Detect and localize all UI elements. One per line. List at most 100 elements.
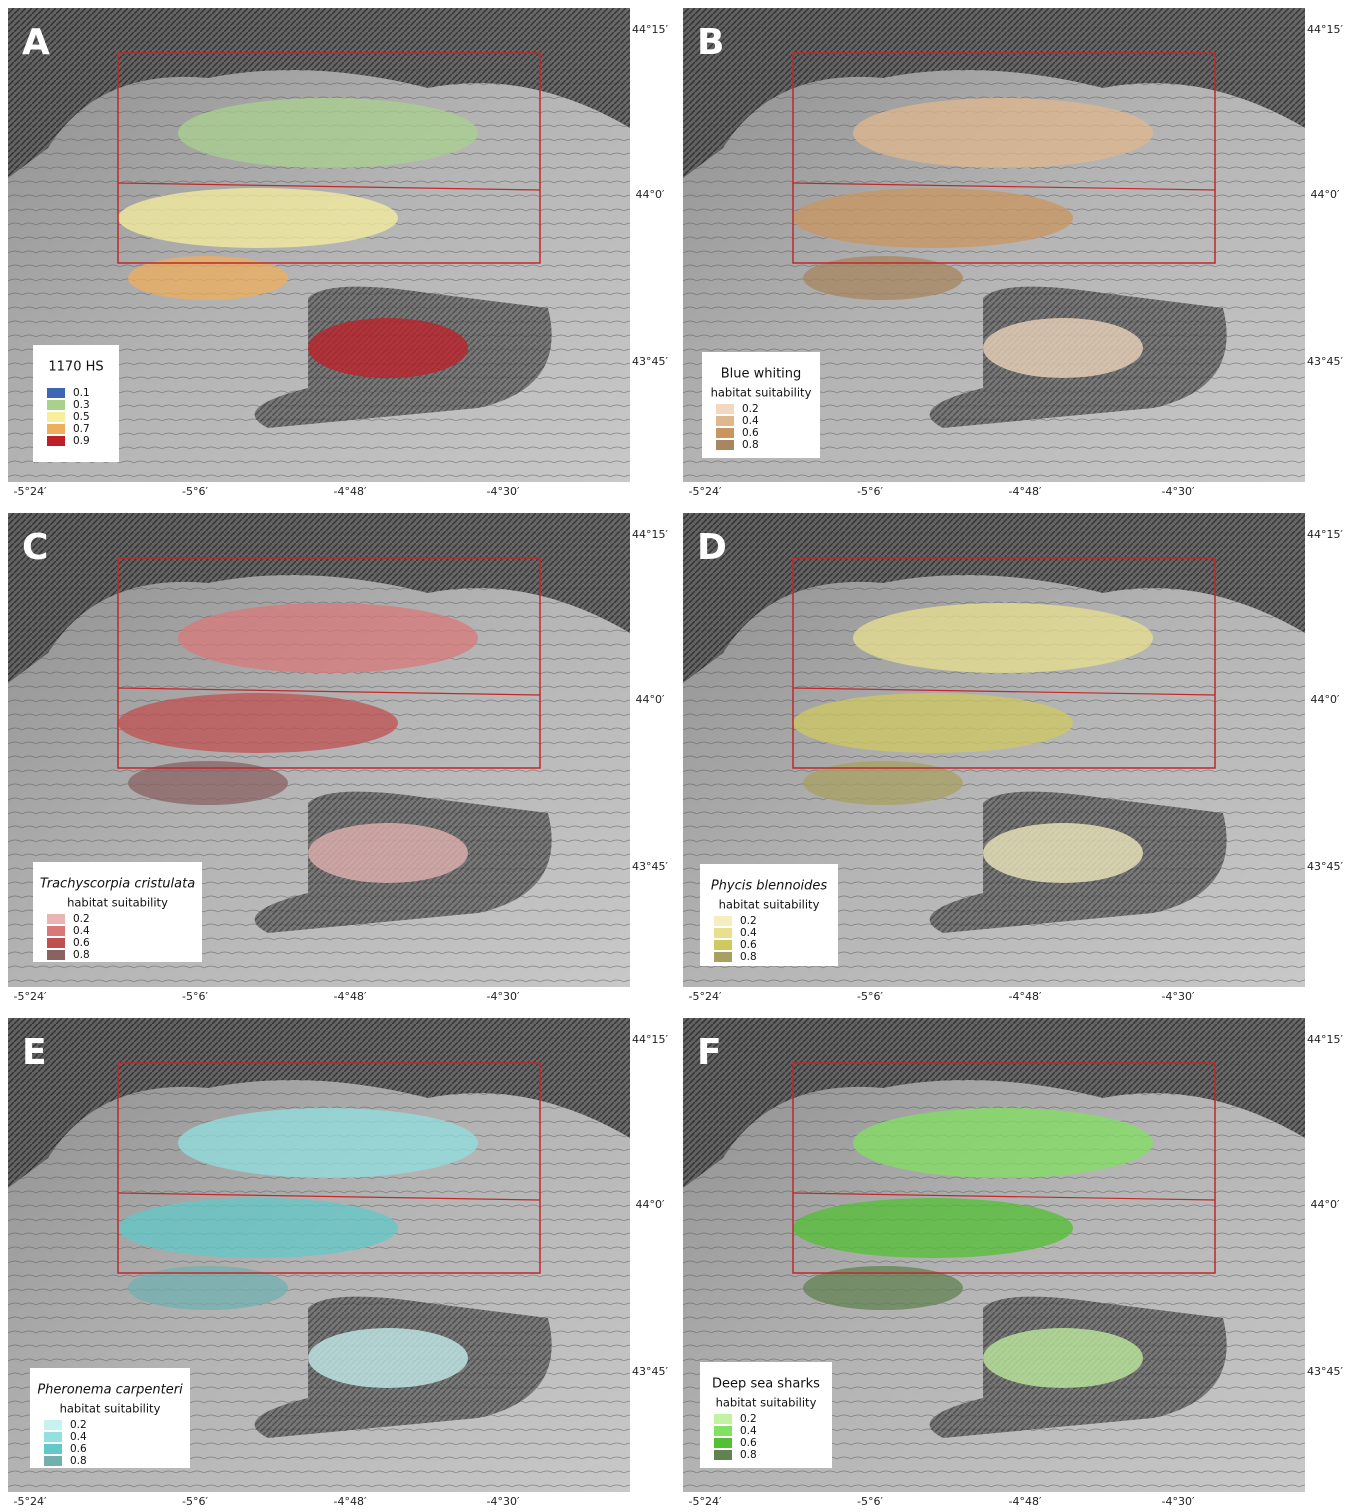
- figure: A1170 HS0.10.30.50.70.9-5°24′-5°6′-4°48′…: [0, 0, 1354, 1508]
- panel-letter: E: [22, 1032, 47, 1073]
- legend-swatch: [714, 1426, 732, 1436]
- legend-swatch: [47, 926, 65, 936]
- longitude-label: -5°6′: [857, 485, 883, 498]
- legend-swatch: [714, 1438, 732, 1448]
- latitude-label: 44°15′: [1307, 23, 1343, 36]
- legend-label: 0.9: [73, 435, 90, 447]
- legend-swatch: [47, 938, 65, 948]
- latitude-label: 44°0′: [636, 188, 665, 201]
- legend-label: 0.8: [70, 1455, 87, 1467]
- longitude-label: -4°48′: [1009, 485, 1042, 498]
- suitability-patch: [983, 318, 1143, 378]
- legend-title: Phycis blennoides: [711, 879, 828, 894]
- legend-label: 0.4: [742, 415, 759, 427]
- legend-swatch: [47, 436, 65, 446]
- panel-letter: C: [22, 527, 48, 568]
- legend-title: Pheronema carpenteri: [37, 1383, 183, 1398]
- latitude-label: 44°0′: [636, 1198, 665, 1211]
- legend-swatch: [714, 952, 732, 962]
- legend-label: 0.2: [742, 403, 759, 415]
- latitude-label: 43°45′: [632, 355, 668, 368]
- legend-title: Blue whiting: [721, 367, 802, 382]
- suitability-patch: [853, 1108, 1153, 1178]
- suitability-patch: [793, 1198, 1073, 1258]
- longitude-label: -4°30′: [487, 1495, 520, 1508]
- legend-swatch: [716, 404, 734, 414]
- longitude-label: -4°30′: [1162, 1495, 1195, 1508]
- longitude-label: -5°24′: [14, 990, 47, 1003]
- legend-swatch: [716, 440, 734, 450]
- longitude-label: -4°30′: [1162, 990, 1195, 1003]
- legend-subtitle: habitat suitability: [719, 898, 820, 912]
- legend-swatch: [47, 950, 65, 960]
- longitude-label: -5°24′: [14, 1495, 47, 1508]
- legend-label: 0.6: [740, 939, 757, 951]
- longitude-label: -5°6′: [182, 485, 208, 498]
- legend-label: 0.8: [740, 1449, 757, 1461]
- longitude-label: -5°24′: [14, 485, 47, 498]
- latitude-label: 43°45′: [1307, 355, 1343, 368]
- legend-label: 0.3: [73, 399, 90, 411]
- suitability-patch: [308, 318, 468, 378]
- legend-label: 0.7: [73, 423, 90, 435]
- suitability-patch: [308, 1328, 468, 1388]
- latitude-label: 44°15′: [1307, 1033, 1343, 1046]
- legend-subtitle: habitat suitability: [716, 1396, 817, 1410]
- legend-swatch: [714, 940, 732, 950]
- legend-label: 0.5: [73, 411, 90, 423]
- longitude-label: -5°6′: [857, 990, 883, 1003]
- latitude-label: 43°45′: [1307, 860, 1343, 873]
- legend-title: Deep sea sharks: [712, 1377, 820, 1392]
- legend-subtitle: habitat suitability: [711, 386, 812, 400]
- legend-swatch: [44, 1444, 62, 1454]
- legend-swatch: [716, 428, 734, 438]
- legend-label: 0.2: [740, 1413, 757, 1425]
- legend-title: 1170 HS: [48, 360, 103, 375]
- longitude-label: -5°24′: [689, 485, 722, 498]
- longitude-label: -5°24′: [689, 990, 722, 1003]
- map-panel: B Blue whiting habitat suitability 0.20.40.…: [683, 8, 1343, 498]
- latitude-label: 44°15′: [632, 528, 668, 541]
- legend-swatch: [716, 416, 734, 426]
- legend-swatch: [44, 1432, 62, 1442]
- legend-label: 0.2: [73, 913, 90, 925]
- legend-label: 0.2: [70, 1419, 87, 1431]
- legend-label: 0.6: [70, 1443, 87, 1455]
- longitude-label: -5°6′: [857, 1495, 883, 1508]
- suitability-patch: [308, 823, 468, 883]
- longitude-label: -4°48′: [334, 1495, 367, 1508]
- suitability-patch: [118, 1198, 398, 1258]
- suitability-patch: [853, 603, 1153, 673]
- legend-label: 0.4: [70, 1431, 87, 1443]
- legend-label: 0.8: [740, 951, 757, 963]
- legend-label: 0.2: [740, 915, 757, 927]
- legend-label: 0.8: [73, 949, 90, 961]
- latitude-label: 43°45′: [1307, 1365, 1343, 1378]
- longitude-label: -4°48′: [334, 990, 367, 1003]
- legend-label: 0.4: [73, 925, 90, 937]
- legend-title: Trachyscorpia cristulata: [40, 877, 195, 892]
- latitude-label: 44°0′: [636, 693, 665, 706]
- legend-swatch: [47, 400, 65, 410]
- legend-swatch: [47, 388, 65, 398]
- longitude-label: -5°6′: [182, 1495, 208, 1508]
- latitude-label: 44°15′: [1307, 528, 1343, 541]
- latitude-label: 44°15′: [632, 1033, 668, 1046]
- legend-label: 0.4: [740, 1425, 757, 1437]
- legend-swatch: [714, 1414, 732, 1424]
- suitability-patch: [178, 1108, 478, 1178]
- legend-swatch: [44, 1420, 62, 1430]
- legend-swatch: [47, 412, 65, 422]
- suitability-patch: [178, 98, 478, 168]
- longitude-label: -4°48′: [1009, 990, 1042, 1003]
- latitude-label: 43°45′: [632, 1365, 668, 1378]
- legend-label: 0.6: [742, 427, 759, 439]
- panel-letter: B: [697, 22, 724, 63]
- longitude-label: -5°6′: [182, 990, 208, 1003]
- legend-subtitle: habitat suitability: [60, 1402, 161, 1416]
- suitability-patch: [178, 603, 478, 673]
- legend-swatch: [47, 914, 65, 924]
- longitude-label: -4°30′: [487, 485, 520, 498]
- longitude-label: -5°24′: [689, 1495, 722, 1508]
